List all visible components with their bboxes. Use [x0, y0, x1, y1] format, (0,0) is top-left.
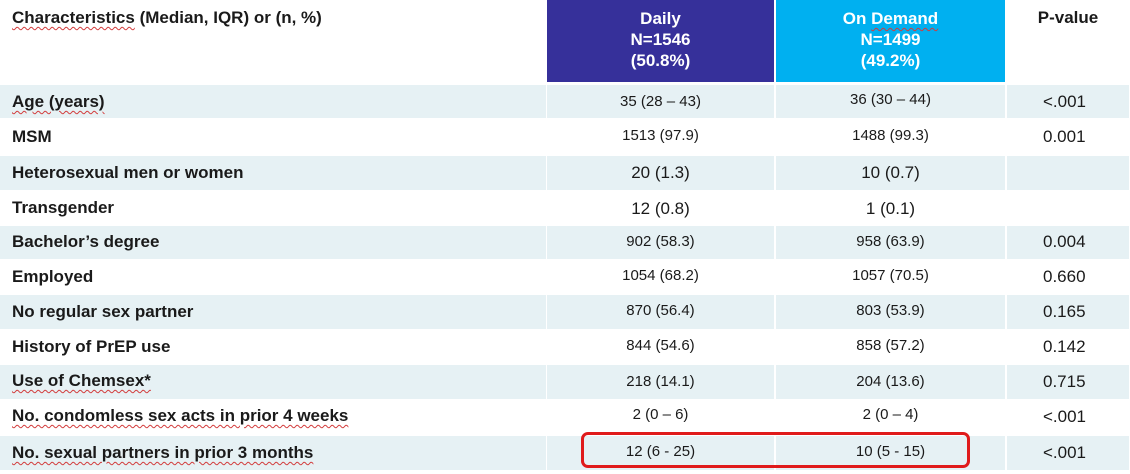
row-label: History of PrEP use: [12, 337, 171, 356]
header-on-demand-name-a: On: [842, 9, 872, 28]
row-label: Employed: [12, 267, 94, 286]
header-on-demand-pct: (49.2%): [860, 51, 921, 70]
row-on-demand-value: 958 (63.9): [856, 233, 925, 250]
row-on-demand-value: 10 (5 - 15): [855, 443, 926, 460]
table-row: Employed 1054 (68.2) 1057 (70.5) 0.660: [0, 260, 1130, 294]
header-p-value: P-value: [1007, 0, 1129, 82]
highlight-box: [581, 432, 970, 468]
row-daily-value: 12 (6 - 25): [625, 443, 696, 460]
table-row: Use of Chemsex* 218 (14.1) 204 (13.6) 0.…: [0, 365, 1130, 399]
row-p-value: 0.142: [1043, 337, 1086, 356]
row-on-demand-value: 36 (30 – 44): [850, 91, 931, 108]
header-on-demand: On Demand N=1499 (49.2%): [776, 0, 1005, 82]
header-characteristics-prefix: Characteristics: [12, 8, 135, 27]
row-daily-value: 35 (28 – 43): [620, 93, 701, 110]
header-characteristics-suffix: (Median, IQR) or (n, %): [134, 8, 322, 27]
row-label: No regular sex partner: [12, 302, 194, 321]
row-label: No. condomless sex acts in prior 4 weeks: [12, 406, 349, 425]
row-label: Age (years): [12, 92, 105, 111]
header-on-demand-name-b: Demand: [871, 9, 939, 28]
row-daily-value: 12 (0.8): [631, 199, 690, 218]
row-daily-value: 218 (14.1): [626, 373, 695, 390]
row-on-demand-value: 858 (57.2): [856, 337, 925, 354]
row-on-demand-value: 1 (0.1): [865, 199, 916, 218]
row-daily-value: 870 (56.4): [626, 302, 695, 319]
row-p-value: <.001: [1043, 443, 1087, 462]
header-on-demand-name: On Demand: [776, 8, 1005, 29]
header-characteristics-label: Characteristics (Median, IQR) or (n, %): [12, 8, 322, 28]
table-row: Transgender 12 (0.8) 1 (0.1): [0, 191, 1130, 225]
row-on-demand-value: 1488 (99.3): [852, 127, 929, 144]
table-row: No. condomless sex acts in prior 4 weeks…: [0, 400, 1130, 434]
row-p-value: 0.660: [1043, 267, 1086, 286]
row-daily-value: 20 (1.3): [631, 163, 690, 182]
header-on-demand-n: N=1499: [860, 30, 921, 49]
row-p-value: 0.715: [1043, 372, 1086, 391]
table-row: Heterosexual men or women 20 (1.3) 10 (0…: [0, 156, 1130, 190]
row-p-value: 0.165: [1043, 302, 1086, 321]
row-p-value: 0.001: [1043, 127, 1086, 146]
header-characteristics: Characteristics (Median, IQR) or (n, %): [0, 0, 546, 82]
row-p-value: <.001: [1043, 407, 1087, 426]
row-label: MSM: [12, 127, 52, 146]
header-daily-name: Daily: [640, 9, 681, 28]
row-label: Use of Chemsex*: [12, 371, 151, 390]
row-on-demand-value: 204 (13.6): [856, 373, 925, 390]
row-label: Transgender: [12, 198, 115, 217]
header-daily-pct: (50.8%): [630, 51, 691, 70]
row-p-value: <.001: [1043, 92, 1087, 111]
header-daily: Daily N=1546 (50.8%): [547, 0, 774, 82]
table-row: Bachelor’s degree 902 (58.3) 958 (63.9) …: [0, 226, 1130, 259]
row-on-demand-value: 803 (53.9): [856, 302, 925, 319]
row-daily-value: 902 (58.3): [626, 233, 695, 250]
row-on-demand-value: 1057 (70.5): [852, 267, 929, 284]
row-on-demand-value: 2 (0 – 4): [862, 406, 919, 423]
row-on-demand-value: 10 (0.7): [861, 163, 920, 182]
row-daily-value: 844 (54.6): [626, 337, 695, 354]
header-p-value-label: P-value: [1037, 8, 1099, 27]
row-p-value: 0.004: [1043, 232, 1086, 251]
table-row: History of PrEP use 844 (54.6) 858 (57.2…: [0, 330, 1130, 364]
table-row: MSM 1513 (97.9) 1488 (99.3) 0.001: [0, 120, 1130, 154]
table-row: No regular sex partner 870 (56.4) 803 (5…: [0, 295, 1130, 329]
row-daily-value: 2 (0 – 6): [632, 406, 689, 423]
row-daily-value: 1513 (97.9): [622, 127, 699, 144]
table-row: Age (years) 35 (28 – 43) 36 (30 – 44) <.…: [0, 85, 1130, 118]
row-label: Bachelor’s degree: [12, 232, 160, 251]
row-label: No. sexual partners in prior 3 months: [12, 443, 314, 462]
row-label: Heterosexual men or women: [12, 163, 244, 182]
header-daily-n: N=1546: [630, 30, 691, 49]
row-daily-value: 1054 (68.2): [622, 267, 699, 284]
